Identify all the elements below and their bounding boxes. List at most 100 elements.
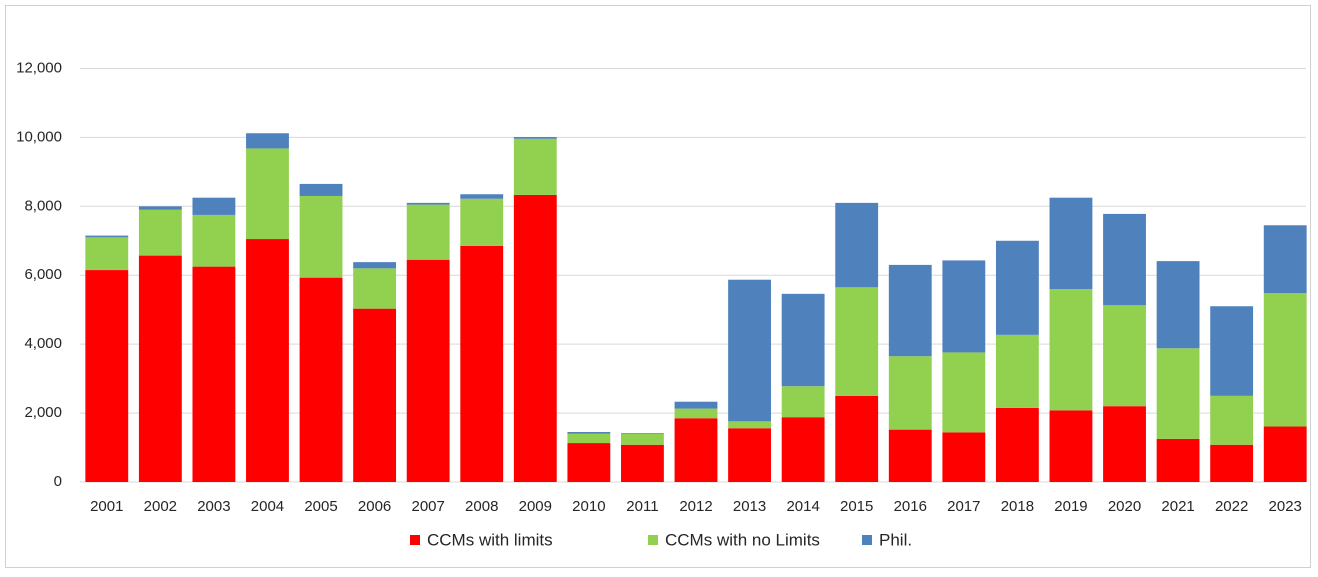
bar-segment <box>406 202 450 205</box>
legend-swatch <box>862 535 872 545</box>
x-tick-label: 2014 <box>786 498 819 515</box>
x-tick-label: 2008 <box>465 498 498 515</box>
x-tick-label: 2012 <box>679 498 712 515</box>
bar-segment <box>192 266 236 482</box>
bar-segment <box>888 356 932 430</box>
bar-segment <box>138 206 182 210</box>
bar-segment <box>1103 213 1146 306</box>
bar-segment <box>406 259 450 482</box>
x-tick-label: 2005 <box>304 498 337 515</box>
legend-label: CCMs with limits <box>427 530 553 549</box>
x-tick-label: 2007 <box>411 498 444 515</box>
y-tick-label: 10,000 <box>16 128 62 145</box>
bar-segment <box>299 195 343 278</box>
x-tick-label: 2018 <box>1001 498 1034 515</box>
bar-segment <box>513 138 557 195</box>
bar-segment <box>192 197 236 215</box>
x-tick-label: 2020 <box>1108 498 1141 515</box>
bar-segment <box>835 287 879 396</box>
bar-segment <box>995 334 1039 408</box>
bar-segment <box>299 277 343 482</box>
y-tick-label: 6,000 <box>24 266 62 283</box>
x-tick-label: 2002 <box>144 498 177 515</box>
bar-segment <box>138 209 182 256</box>
bar-segment <box>1263 426 1307 482</box>
bar-segment <box>513 137 557 139</box>
bar-segment <box>85 235 129 238</box>
bar-segment <box>888 429 932 482</box>
bar-segment <box>299 183 343 196</box>
x-tick-label: 2001 <box>90 498 123 515</box>
x-tick-label: 2022 <box>1215 498 1248 515</box>
bar-segment <box>621 433 664 434</box>
bar-segment <box>567 432 611 434</box>
x-tick-label: 2004 <box>251 498 284 515</box>
bar-segment <box>1210 395 1254 445</box>
bar-segment <box>353 308 397 482</box>
bar-segment <box>406 204 450 260</box>
bar-segment <box>835 202 879 288</box>
bar-segment <box>1156 438 1200 482</box>
x-tick-label: 2016 <box>894 498 927 515</box>
bar-segment <box>995 407 1039 482</box>
bar-segment <box>353 262 397 269</box>
y-tick-label: 0 <box>54 473 62 490</box>
bar-segment <box>246 148 289 240</box>
bar-segment <box>942 352 986 433</box>
y-tick-label: 12,000 <box>16 59 62 76</box>
bar-segment <box>85 237 129 271</box>
x-tick-label: 2017 <box>947 498 980 515</box>
legend-label: CCMs with no Limits <box>665 530 820 549</box>
bar-segment <box>246 239 289 482</box>
bar-segment <box>942 432 986 482</box>
x-tick-label: 2019 <box>1054 498 1087 515</box>
bar-segment <box>995 240 1039 335</box>
bar-segment <box>728 421 771 429</box>
x-tick-label: 2003 <box>197 498 230 515</box>
bar-segment <box>1263 225 1307 294</box>
legend-swatch <box>410 535 420 545</box>
bar-segment <box>1210 306 1254 396</box>
bar-segment <box>674 418 718 482</box>
bar-segment <box>353 268 397 309</box>
bar-segment <box>567 433 611 444</box>
bar-segment <box>1049 289 1093 411</box>
x-tick-label: 2009 <box>519 498 552 515</box>
bar-segment <box>942 260 986 353</box>
bar-segment <box>513 194 557 483</box>
bar-segment <box>138 255 182 482</box>
bar-segment <box>621 433 664 445</box>
x-tick-label: 2015 <box>840 498 873 515</box>
bar-segment <box>781 293 825 387</box>
y-tick-label: 8,000 <box>24 197 62 214</box>
bar-segment <box>674 401 718 409</box>
bar-segment <box>246 133 289 149</box>
bar-segment <box>1103 305 1146 407</box>
x-tick-label: 2006 <box>358 498 391 515</box>
bar-segment <box>728 279 771 422</box>
bar-segment <box>1103 406 1146 482</box>
bar-segment <box>1210 444 1254 482</box>
x-tick-label: 2010 <box>572 498 605 515</box>
legend-label: Phil. <box>879 530 912 549</box>
x-tick-label: 2021 <box>1161 498 1194 515</box>
bar-segment <box>728 428 771 482</box>
bar-segment <box>888 264 932 357</box>
bar-segment <box>1049 410 1093 482</box>
bar-segment <box>1156 348 1200 439</box>
x-tick-label: 2011 <box>626 498 658 515</box>
y-tick-label: 2,000 <box>24 404 62 421</box>
bar-segment <box>460 194 504 199</box>
bar-segment <box>781 386 825 418</box>
bar-segment <box>192 214 236 267</box>
bar-segment <box>1049 197 1093 290</box>
x-tick-label: 2013 <box>733 498 766 515</box>
bar-segment <box>85 270 129 482</box>
bar-segment <box>1156 261 1200 349</box>
bar-segment <box>460 198 504 246</box>
bar-segment <box>835 395 879 482</box>
bar-segment <box>460 245 504 482</box>
bar-segment <box>674 408 718 419</box>
x-tick-label: 2023 <box>1269 498 1302 515</box>
